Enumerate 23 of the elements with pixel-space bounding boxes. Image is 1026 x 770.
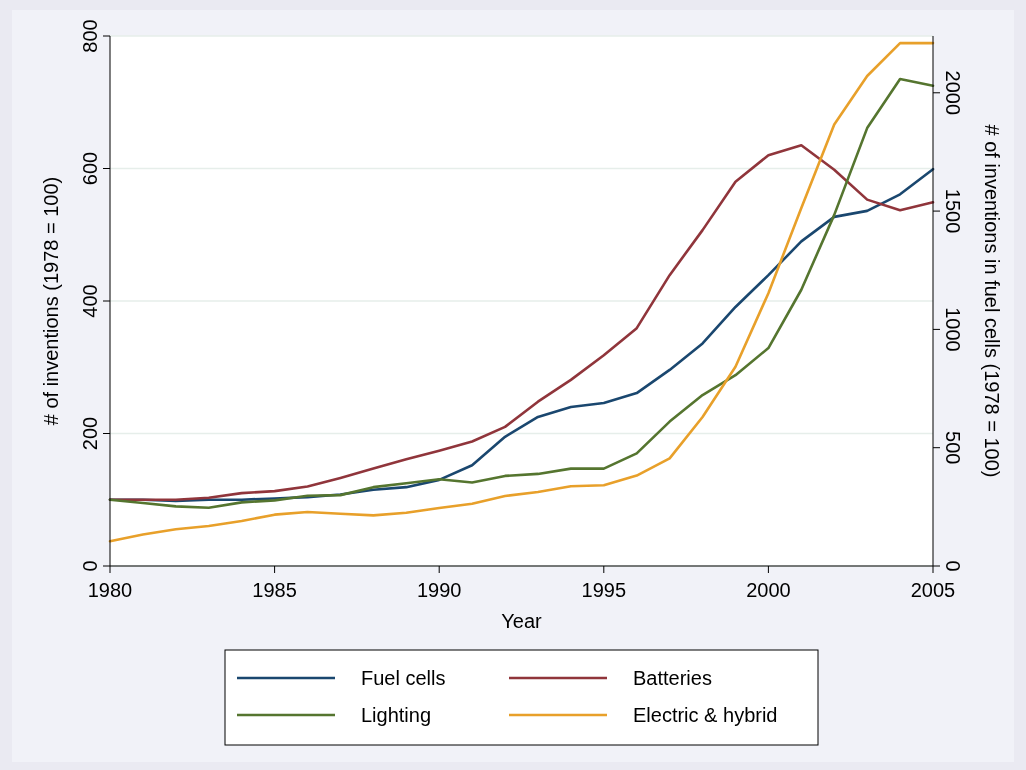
y-tick-label: 600	[79, 151, 101, 186]
legend-label: Lighting	[361, 704, 432, 726]
y-tick-label: 200	[79, 416, 101, 451]
y2-tick-label: 1500	[942, 188, 964, 234]
x-tick-label: 1980	[87, 579, 133, 601]
y-axis-title: # of inventions (1978 = 100)	[40, 176, 62, 426]
y-tick-label: 800	[79, 19, 101, 53]
legend-label: Electric & hybrid	[633, 704, 778, 726]
y2-axis-title: # of inventions in fuel cells (1978 = 100)	[981, 124, 1003, 478]
x-tick-label: 1985	[252, 579, 297, 601]
y-tick-label: 400	[79, 284, 101, 318]
y2-tick-label: 2000	[942, 70, 964, 116]
x-axis-title: Year	[501, 610, 543, 632]
legend-label: Batteries	[633, 667, 712, 689]
y2-tick-label: 0	[942, 560, 964, 572]
y2-tick-label: 1000	[942, 307, 964, 352]
y-tick-label: 0	[79, 560, 101, 572]
x-tick-label: 2005	[910, 579, 956, 601]
x-tick-label: 1995	[581, 579, 627, 601]
legend-label: Fuel cells	[361, 667, 446, 689]
x-tick-label: 1990	[416, 579, 462, 601]
x-tick-label: 2000	[746, 579, 791, 601]
y2-tick-label: 500	[942, 431, 964, 465]
